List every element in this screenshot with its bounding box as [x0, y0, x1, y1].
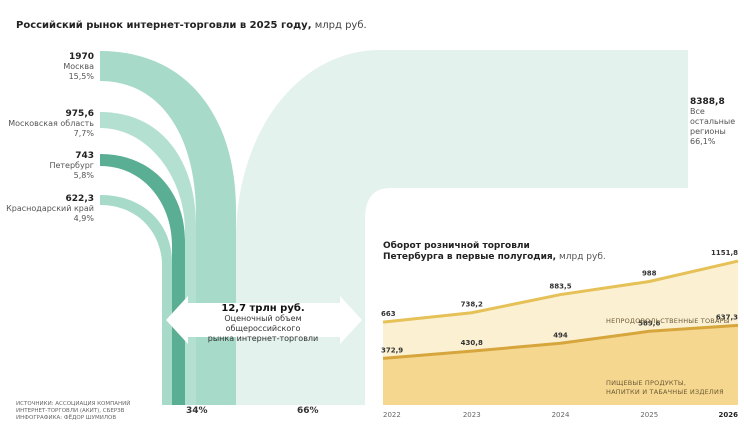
region-name-line2: регионы	[690, 127, 726, 136]
region-label-moscow: 1970 Москва 15,5%	[0, 52, 94, 82]
split-right-percent: 66%	[297, 406, 319, 416]
flow-krasnodar	[100, 195, 172, 405]
region-value: 743	[75, 151, 94, 161]
flow-spb	[100, 154, 185, 405]
data-label-food: 372,9	[381, 346, 403, 354]
region-share: 66,1%	[690, 137, 716, 146]
x-tick-label: 2025	[640, 411, 658, 419]
data-label-nonfood: 883,5	[549, 283, 571, 291]
x-tick-label: 2026	[719, 411, 739, 419]
data-label-food: 494	[553, 331, 568, 339]
flow-moscow-region	[100, 112, 196, 405]
credit-line: ИНФОГРАФИКА: ФЁДОР ШУМИЛОВ	[16, 415, 117, 421]
x-tick-label: 2023	[463, 411, 481, 419]
series-label-nonfood: НЕПРОДОВОЛЬСТВЕННЫЕ ТОВАРЫ	[606, 317, 730, 325]
source-credits: ИСТОЧНИКИ: АССОЦИАЦИЯ КОМПАНИЙ ИНТЕРНЕТ-…	[16, 401, 166, 422]
region-share: 15,5%	[68, 72, 94, 81]
data-label-nonfood: 738,2	[461, 301, 483, 309]
region-name-line1: Все остальные	[690, 107, 736, 126]
data-label-food: 589,6	[638, 319, 660, 327]
source-line: ИНТЕРНЕТ-ТОРГОВЛИ (АКИТ), СБЕРЗВ	[16, 408, 125, 414]
region-share: 5,8%	[73, 171, 94, 180]
region-share: 7,7%	[73, 129, 94, 138]
region-label-other: 8388,8 Все остальные регионы 66,1%	[690, 97, 744, 147]
retail-chart: 663 738,2 883,5 988 1151,8 372,9 430,8 494 589,6…	[381, 249, 739, 419]
chart-title: Оборот розничной торговли Петербурга в п…	[383, 241, 606, 262]
data-label-food: 430,8	[461, 339, 483, 347]
x-tick-label: 2024	[552, 411, 570, 419]
region-value: 1970	[68, 52, 94, 62]
region-value: 622,3	[65, 194, 94, 204]
source-line: ИСТОЧНИКИ: АССОЦИАЦИЯ КОМПАНИЙ	[16, 401, 131, 407]
data-label-food: 637,3	[716, 313, 738, 321]
region-label-spb: 743 Петербург 5,8%	[0, 151, 94, 181]
total-caption-line2: рынка интернет-торговли	[207, 334, 319, 343]
total-arrow	[166, 296, 362, 344]
x-tick-label: 2022	[383, 411, 401, 419]
data-label-nonfood: 1151,8	[711, 249, 738, 257]
region-label-krasnodar: 622,3 Краснодарский край 4,9%	[0, 194, 94, 224]
line-food	[382, 323, 739, 360]
total-caption-line1: Оценочный объем общероссийского	[224, 314, 302, 333]
region-label-moscow-region: 975,6 Московская область 7,7%	[0, 109, 94, 139]
region-name: Москва	[63, 62, 94, 71]
total-value: 12,7 трлн руб.	[221, 303, 305, 314]
split-left-percent: 34%	[186, 406, 208, 416]
data-label-nonfood: 988	[642, 270, 657, 278]
line-nonfood	[382, 259, 739, 324]
page-title: Российский рынок интернет-торговли в 202…	[16, 20, 367, 31]
region-share: 4,9%	[73, 214, 94, 223]
region-value: 975,6	[65, 109, 94, 119]
region-name: Московская область	[8, 119, 94, 128]
region-name: Краснодарский край	[6, 204, 94, 213]
data-label-nonfood: 663	[381, 310, 396, 318]
region-value: 8388,8	[690, 97, 725, 107]
area-food	[383, 325, 738, 405]
series-label-food: ПИЩЕВЫЕ ПРОДУКТЫ, НАПИТКИ И ТАБАЧНЫЕ ИЗД…	[606, 379, 724, 396]
region-name: Петербург	[49, 161, 94, 170]
total-market: 12,7 трлн руб. Оценочный объем общеросси…	[190, 304, 336, 344]
